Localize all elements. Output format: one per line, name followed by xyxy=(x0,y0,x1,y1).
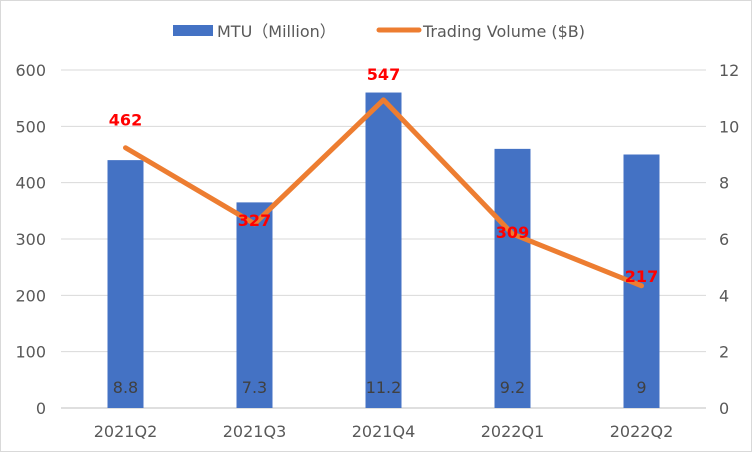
x-tick-label: 2021Q2 xyxy=(94,422,158,441)
bar xyxy=(494,148,531,408)
bar-data-label: 7.3 xyxy=(242,378,267,397)
bar-data-label: 9 xyxy=(636,378,646,397)
bar-data-label: 11.2 xyxy=(366,378,402,397)
bar-data-label: 8.8 xyxy=(113,378,138,397)
x-tick-label: 2022Q1 xyxy=(481,422,545,441)
y-right-tick-label: 0 xyxy=(719,399,729,418)
y-right-tick-label: 12 xyxy=(719,61,739,80)
line-data-label: 327 xyxy=(238,211,271,230)
bar xyxy=(236,202,273,408)
line-data-label: 547 xyxy=(367,65,400,84)
y-left-tick-label: 200 xyxy=(15,286,46,305)
bar xyxy=(107,160,144,408)
y-left-tick-label: 400 xyxy=(15,174,46,193)
x-tick-label: 2022Q2 xyxy=(610,422,674,441)
line-series xyxy=(123,97,644,289)
line-data-label: 309 xyxy=(496,223,529,242)
y-right-tick-label: 8 xyxy=(719,174,729,193)
x-tick-label: 2021Q3 xyxy=(223,422,287,441)
y-right-tick-label: 6 xyxy=(719,230,729,249)
line-data-label: 217 xyxy=(625,267,658,286)
y-right-tick-label: 2 xyxy=(719,343,729,362)
legend-label-trading-volume: Trading Volume ($B) xyxy=(422,22,585,41)
bar-data-label: 9.2 xyxy=(500,378,525,397)
y-right-tick-label: 10 xyxy=(719,117,739,136)
bar xyxy=(365,92,402,409)
y-left-tick-label: 100 xyxy=(15,343,46,362)
x-tick-label: 2021Q4 xyxy=(352,422,416,441)
y-right-tick-label: 4 xyxy=(719,286,729,305)
y-left-tick-label: 500 xyxy=(15,117,46,136)
y-left-tick-label: 0 xyxy=(36,399,46,418)
legend-bar-swatch xyxy=(173,25,213,36)
y-left-tick-label: 300 xyxy=(15,230,46,249)
line-data-label: 462 xyxy=(109,111,142,130)
y-left-tick-label: 600 xyxy=(15,61,46,80)
legend-label-mtu: MTU（Million） xyxy=(217,22,336,41)
